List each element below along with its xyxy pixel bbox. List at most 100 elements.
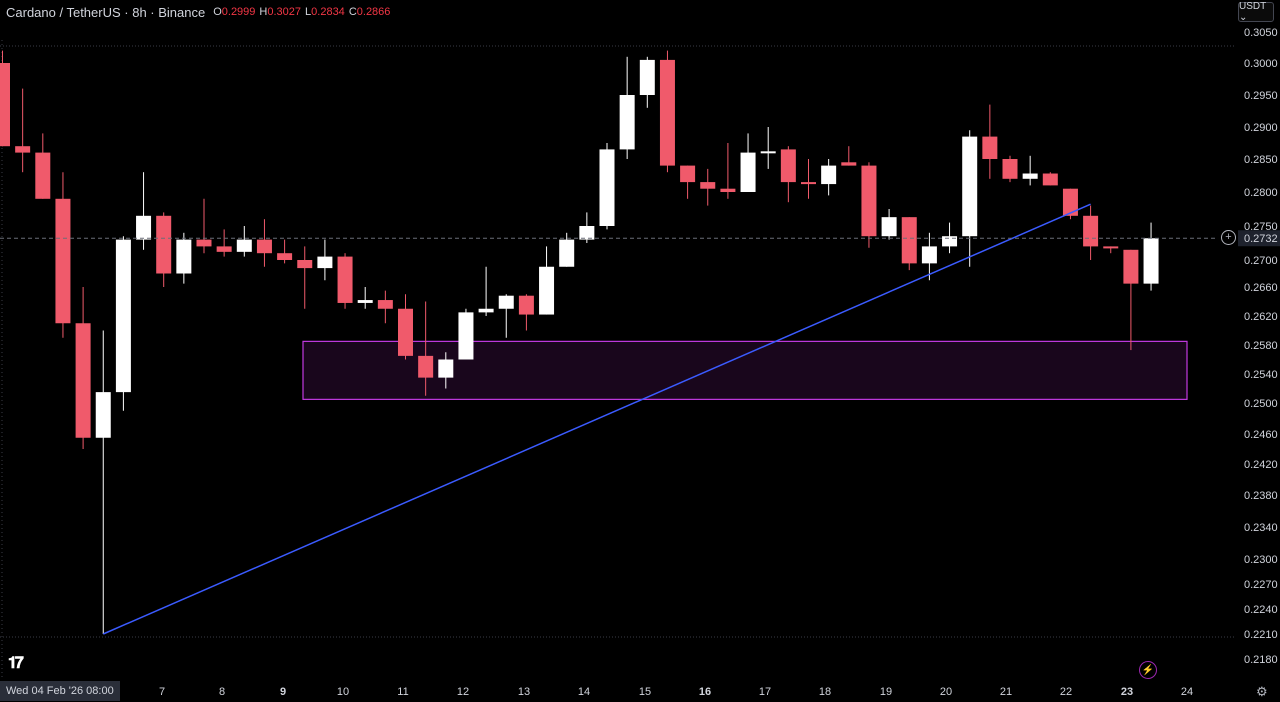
y-tick-label: 0.3050	[1244, 27, 1278, 39]
y-tick-label: 0.2540	[1244, 369, 1278, 381]
candle-body	[619, 95, 635, 150]
trendline[interactable]	[102, 203, 1091, 635]
y-tick-label: 0.2420	[1244, 459, 1278, 471]
candle	[1103, 246, 1119, 254]
candle	[458, 308, 474, 360]
open-value: 0.2999	[221, 6, 256, 18]
y-tick-label: 0.3000	[1244, 58, 1278, 70]
candle	[156, 212, 172, 287]
x-tick-label: 8	[219, 686, 225, 698]
candle	[15, 88, 31, 173]
date-cursor-label: Wed 04 Feb '26 08:00	[0, 681, 120, 701]
candle	[639, 56, 655, 108]
candle	[0, 50, 10, 147]
candle	[35, 133, 51, 199]
candle	[1062, 188, 1078, 220]
x-tick-label: 16	[699, 686, 711, 698]
candle-body	[1103, 246, 1119, 249]
candle	[377, 290, 393, 324]
x-tick-label: 13	[518, 686, 530, 698]
x-tick-label: 12	[457, 686, 469, 698]
x-tick-label: 20	[940, 686, 952, 698]
x-tick-label: 24	[1181, 686, 1193, 698]
candle	[599, 143, 615, 230]
y-tick-label: 0.2620	[1244, 311, 1278, 323]
candle	[680, 165, 696, 199]
candle-body	[196, 239, 212, 247]
candle-body	[518, 295, 534, 315]
x-tick-label: 23	[1121, 686, 1133, 698]
candle-body	[75, 323, 91, 438]
candle-body	[317, 256, 333, 269]
x-tick-label: 19	[880, 686, 892, 698]
x-tick-label: 22	[1060, 686, 1072, 698]
flash-icon[interactable]: ⚡	[1139, 661, 1157, 679]
candle-body	[1123, 249, 1139, 284]
candle-body	[780, 149, 796, 183]
candle-body	[55, 198, 71, 324]
candle	[760, 127, 776, 169]
candle	[95, 330, 111, 634]
candle-body	[256, 239, 272, 254]
candle	[478, 266, 494, 316]
candle-body	[659, 59, 675, 166]
candle	[1123, 249, 1139, 351]
candle	[619, 56, 635, 159]
candle-body	[337, 256, 353, 303]
candle-body	[639, 59, 655, 95]
candle-body	[95, 392, 111, 438]
candle	[780, 146, 796, 203]
candle-body	[901, 217, 917, 264]
symbol-title[interactable]: Cardano / TetherUS · 8h · Binance	[6, 4, 206, 20]
candle	[1022, 155, 1038, 186]
candle	[297, 246, 313, 309]
x-tick-label: 21	[1000, 686, 1012, 698]
candle	[901, 217, 917, 271]
candle	[438, 352, 454, 389]
currency-button[interactable]: USDT ⌄	[1238, 1, 1274, 23]
x-tick-label: 17	[759, 686, 771, 698]
support-zone-rectangle[interactable]	[302, 340, 1188, 400]
candle-body	[216, 246, 232, 252]
candle	[236, 226, 252, 257]
y-tick-label: 0.2900	[1244, 122, 1278, 134]
candle	[962, 130, 978, 267]
candle	[1083, 205, 1099, 260]
candle-body	[841, 162, 857, 166]
candle-body	[478, 308, 494, 313]
candle-body	[1062, 188, 1078, 216]
candle	[55, 172, 71, 338]
tradingview-logo-icon[interactable]: 𝟏𝟕	[8, 655, 24, 672]
x-tick-label: 7	[159, 686, 165, 698]
x-tick-label: 18	[819, 686, 831, 698]
current-price-label: 0.2732	[1244, 233, 1278, 245]
candle	[277, 239, 293, 264]
y-tick-label: 0.2750	[1244, 221, 1278, 233]
candle-body	[921, 246, 937, 264]
x-tick-label: 11	[397, 686, 408, 698]
candle	[921, 232, 937, 281]
candle	[357, 287, 373, 309]
candle-body	[680, 165, 696, 183]
candle	[176, 232, 192, 284]
candle	[559, 232, 575, 267]
candle-body	[740, 152, 756, 192]
y-tick-label: 0.2850	[1244, 154, 1278, 166]
low-value: 0.2834	[311, 6, 345, 18]
candle-body	[1002, 159, 1018, 179]
add-icon[interactable]: +	[1221, 230, 1236, 245]
candle	[136, 172, 152, 250]
candle-body	[801, 182, 816, 185]
candle-body	[15, 146, 31, 153]
gear-icon[interactable]: ⚙	[1256, 684, 1268, 699]
x-tick-label: 9	[280, 686, 286, 698]
low-label: L	[305, 6, 312, 18]
candle	[317, 239, 333, 281]
candle-body	[539, 266, 555, 315]
candle	[881, 209, 897, 240]
candle	[196, 198, 212, 254]
candle	[539, 246, 555, 315]
candle-body	[498, 295, 514, 309]
x-tick-label: 10	[337, 686, 349, 698]
